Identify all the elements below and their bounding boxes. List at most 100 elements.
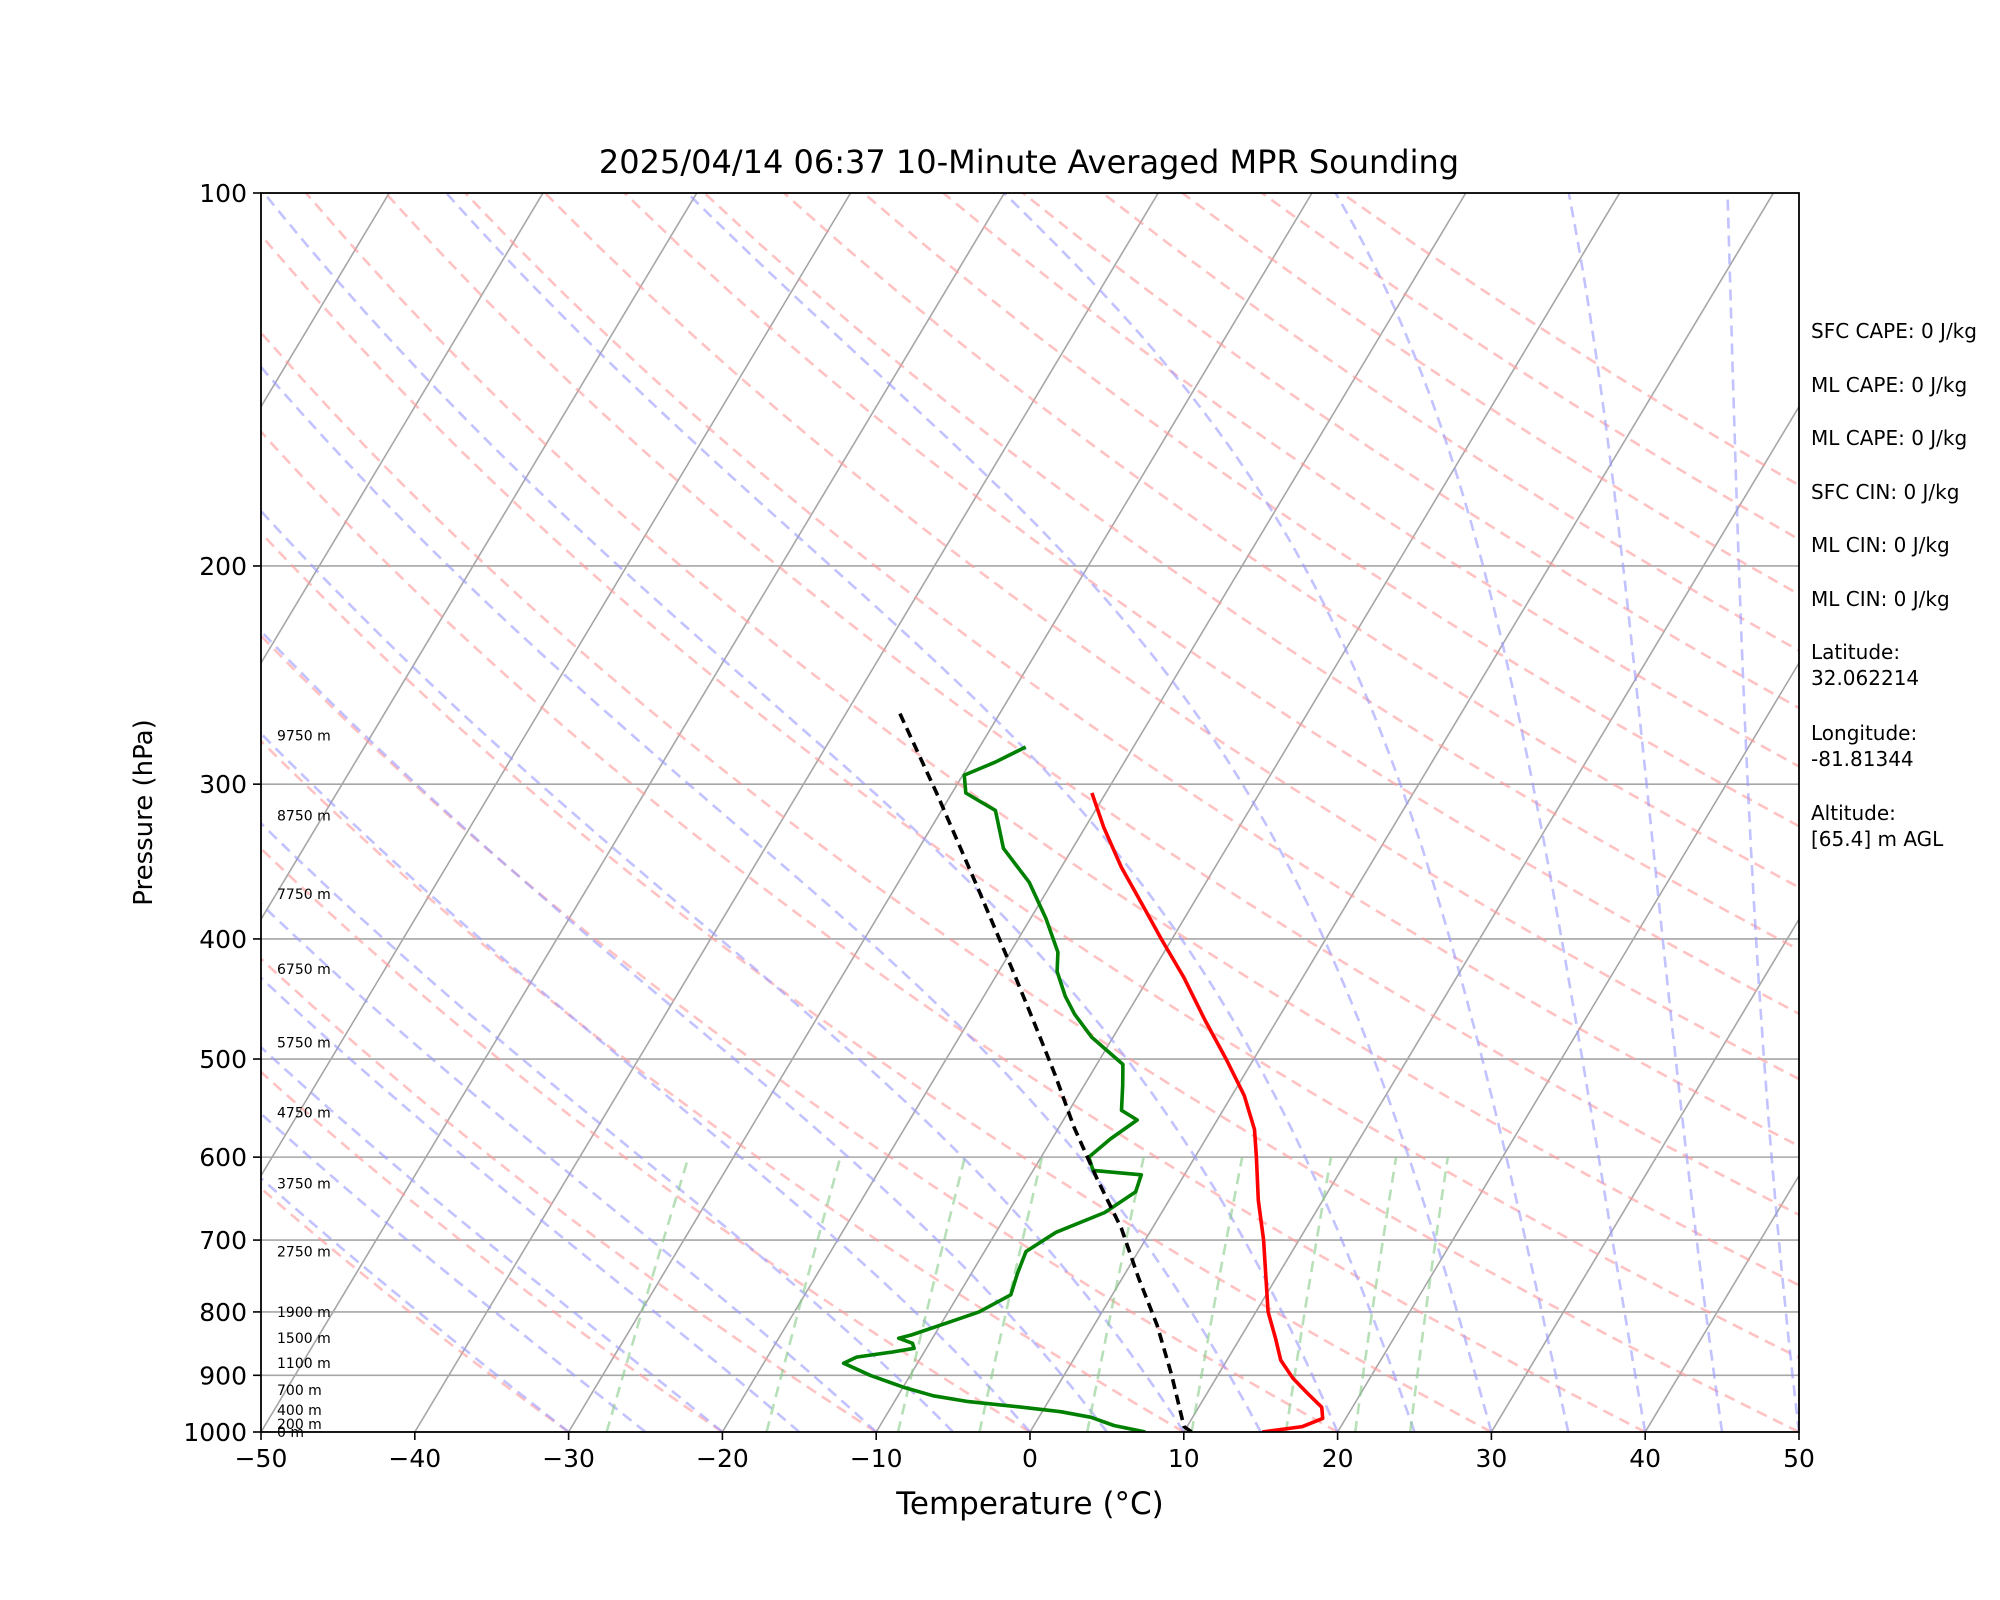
dry-adiabat	[261, 429, 1646, 1432]
x-axis-label: Temperature (°C)	[895, 1486, 1164, 1522]
height-label: 8750 m	[277, 809, 331, 825]
mixing-ratio-line	[765, 1156, 842, 1432]
x-tick-label: 50	[1783, 1444, 1815, 1473]
moist-adiabat	[1003, 193, 1570, 1432]
mixing-ratio-line	[1284, 1156, 1333, 1432]
plot-area	[261, 193, 1799, 1432]
sounding-annotation: ML CAPE: 0 J/kg	[1811, 373, 1968, 397]
moist-adiabat	[261, 509, 1185, 1432]
dry-adiabat	[783, 193, 1799, 889]
height-label: 1100 m	[277, 1356, 331, 1372]
height-label: 1900 m	[277, 1305, 331, 1321]
x-tick-label: −40	[388, 1444, 441, 1473]
moist-adiabat	[1334, 193, 1647, 1432]
isotherm	[1336, 661, 1799, 1432]
moist-adiabat	[261, 731, 1031, 1432]
isotherm	[261, 193, 698, 921]
y-tick-label: 200	[199, 552, 247, 581]
isotherm	[567, 193, 1313, 1432]
dry-adiabat	[261, 530, 1493, 1432]
moist-adiabat	[262, 193, 1339, 1432]
x-tick-label: −30	[542, 1444, 595, 1473]
isotherm	[261, 193, 852, 1178]
y-tick-label: 100	[199, 179, 247, 208]
x-tick-label: 40	[1629, 1444, 1661, 1473]
isotherm	[1644, 1174, 1799, 1432]
y-tick-label: 800	[199, 1298, 247, 1327]
moist-adiabat	[1567, 193, 1724, 1432]
parcel-profile	[898, 712, 1193, 1432]
moist-adiabat	[1726, 193, 1799, 1432]
dry-adiabat	[261, 1070, 724, 1432]
moist-adiabat	[261, 976, 801, 1432]
mixing-ratio-line	[605, 1156, 690, 1432]
isotherm	[261, 193, 390, 409]
moist-adiabat	[261, 821, 955, 1432]
dry-adiabat	[703, 193, 1799, 952]
height-label: 2750 m	[277, 1244, 331, 1260]
dry-adiabat	[261, 846, 1031, 1432]
height-label: 700 m	[277, 1383, 322, 1399]
moist-adiabat	[261, 364, 1262, 1432]
y-axis-label: Pressure (hPa)	[129, 719, 159, 906]
sounding-annotation: ML CIN: 0 J/kg	[1811, 587, 1950, 611]
isotherm	[875, 193, 1621, 1432]
sounding-annotation: ML CAPE: 0 J/kg	[1811, 426, 1968, 450]
dry-adiabat	[305, 193, 1799, 1287]
moist-adiabat	[261, 1045, 724, 1432]
y-tick-label: 900	[199, 1361, 247, 1390]
moist-adiabat	[261, 902, 878, 1432]
sounding-annotation: Altitude: [65.4] m AGL	[1811, 801, 1944, 851]
dry-adiabat	[261, 1186, 570, 1432]
dry-adiabat	[261, 232, 1799, 1360]
height-label: 0 m	[277, 1425, 304, 1441]
y-tick-label: 300	[199, 770, 247, 799]
sounding-annotation: SFC CIN: 0 J/kg	[1811, 480, 1960, 504]
x-tick-label: 30	[1475, 1444, 1507, 1473]
height-label: 6750 m	[277, 962, 331, 978]
dry-adiabat	[261, 739, 1185, 1432]
isotherm	[721, 193, 1467, 1432]
dry-adiabat	[261, 957, 877, 1432]
moist-adiabat	[686, 193, 1493, 1432]
y-tick-label: 700	[199, 1226, 247, 1255]
height-label: 200 m	[277, 1417, 322, 1433]
dry-adiabat	[261, 330, 1799, 1432]
isotherm	[261, 193, 1006, 1432]
isotherm	[1490, 917, 1799, 1432]
height-label: 9750 m	[277, 728, 331, 744]
x-tick-label: −10	[850, 1444, 903, 1473]
y-tick-label: 500	[199, 1045, 247, 1074]
mixing-ratio-line	[978, 1156, 1044, 1432]
height-label: 3750 m	[277, 1176, 331, 1192]
dry-adiabat	[942, 193, 1799, 768]
x-tick-label: 10	[1168, 1444, 1200, 1473]
isotherm	[1183, 405, 1799, 1432]
chart-title: 2025/04/14 06:37 10-Minute Averaged MPR …	[598, 143, 1460, 181]
dry-adiabat	[623, 193, 1799, 1016]
x-tick-label: −20	[696, 1444, 749, 1473]
sounding-annotation: Latitude: 32.062214	[1811, 640, 1920, 690]
isotherm	[414, 193, 1159, 1432]
mixing-ratio-line	[1408, 1156, 1450, 1432]
mixing-ratio-line	[896, 1156, 967, 1432]
y-tick-label: 600	[199, 1143, 247, 1172]
height-label: 1500 m	[277, 1331, 331, 1347]
sounding-annotation: ML CIN: 0 J/kg	[1811, 533, 1950, 557]
mixing-ratio-line	[1085, 1156, 1145, 1432]
dry-adiabat	[464, 193, 1799, 1148]
moist-adiabat	[261, 629, 1108, 1432]
dry-adiabat	[544, 193, 1799, 1081]
mixing-ratio-line	[1190, 1156, 1244, 1432]
x-tick-label: 0	[1022, 1444, 1038, 1473]
height-label: 7750 m	[277, 887, 331, 903]
isotherm	[261, 193, 544, 665]
mixing-ratio-line	[1353, 1156, 1398, 1432]
sounding-annotation: Longitude: -81.81344	[1811, 721, 1918, 771]
isotherm	[1029, 193, 1775, 1432]
dewpoint-profile	[841, 745, 1146, 1432]
y-tick-label: 400	[199, 925, 247, 954]
height-label: 4750 m	[277, 1105, 331, 1121]
